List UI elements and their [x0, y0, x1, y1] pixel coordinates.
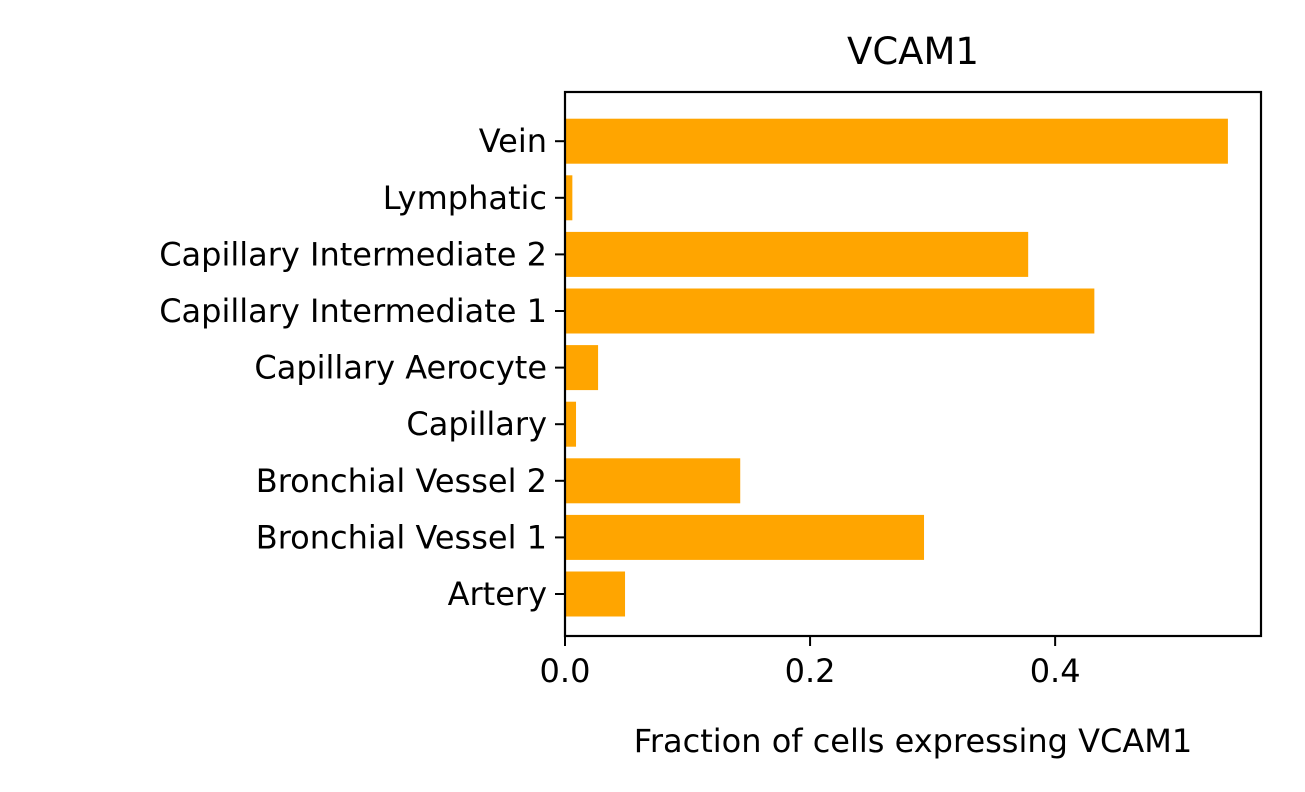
plot-frame — [563, 90, 1263, 638]
bar-artery — [565, 571, 626, 617]
bar-capillary-intermediate-1 — [565, 288, 1095, 334]
y-tick-label-artery: Artery — [448, 575, 547, 613]
bar-capillary-aerocyte — [565, 345, 599, 391]
bar-bronchial-vessel-2 — [565, 458, 741, 504]
x-axis: 0.0 0.2 0.4 — [540, 636, 1081, 690]
y-tick-label-capillary: Capillary — [406, 405, 547, 443]
bar-capillary — [565, 401, 577, 447]
y-tick-label-capillary-aerocyte: Capillary Aerocyte — [254, 349, 547, 387]
y-tick-label-vein: Vein — [479, 122, 547, 160]
bar-lymphatic — [565, 175, 573, 221]
bar-capillary-intermediate-2 — [565, 231, 1029, 277]
y-tick-label-bronchial-vessel-1: Bronchial Vessel 1 — [256, 518, 547, 556]
x-axis-label: Fraction of cells expressing VCAM1 — [634, 722, 1192, 760]
y-axis: Artery Bronchial Vessel 1 Bronchial Vessel… — [159, 122, 565, 613]
x-tick-label-0: 0.0 — [540, 652, 591, 690]
bar-vein — [565, 118, 1228, 164]
x-tick-label-1: 0.2 — [785, 652, 836, 690]
chart-title: VCAM1 — [847, 30, 979, 73]
bar-bronchial-vessel-1 — [565, 514, 925, 560]
y-tick-label-capillary-intermediate-2: Capillary Intermediate 2 — [159, 235, 547, 273]
y-tick-label-capillary-intermediate-1: Capillary Intermediate 1 — [159, 292, 547, 330]
y-tick-label-lymphatic: Lymphatic — [383, 179, 547, 217]
bars-layer — [565, 118, 1228, 617]
x-tick-label-2: 0.4 — [1030, 652, 1081, 690]
y-tick-label-bronchial-vessel-2: Bronchial Vessel 2 — [256, 462, 547, 500]
